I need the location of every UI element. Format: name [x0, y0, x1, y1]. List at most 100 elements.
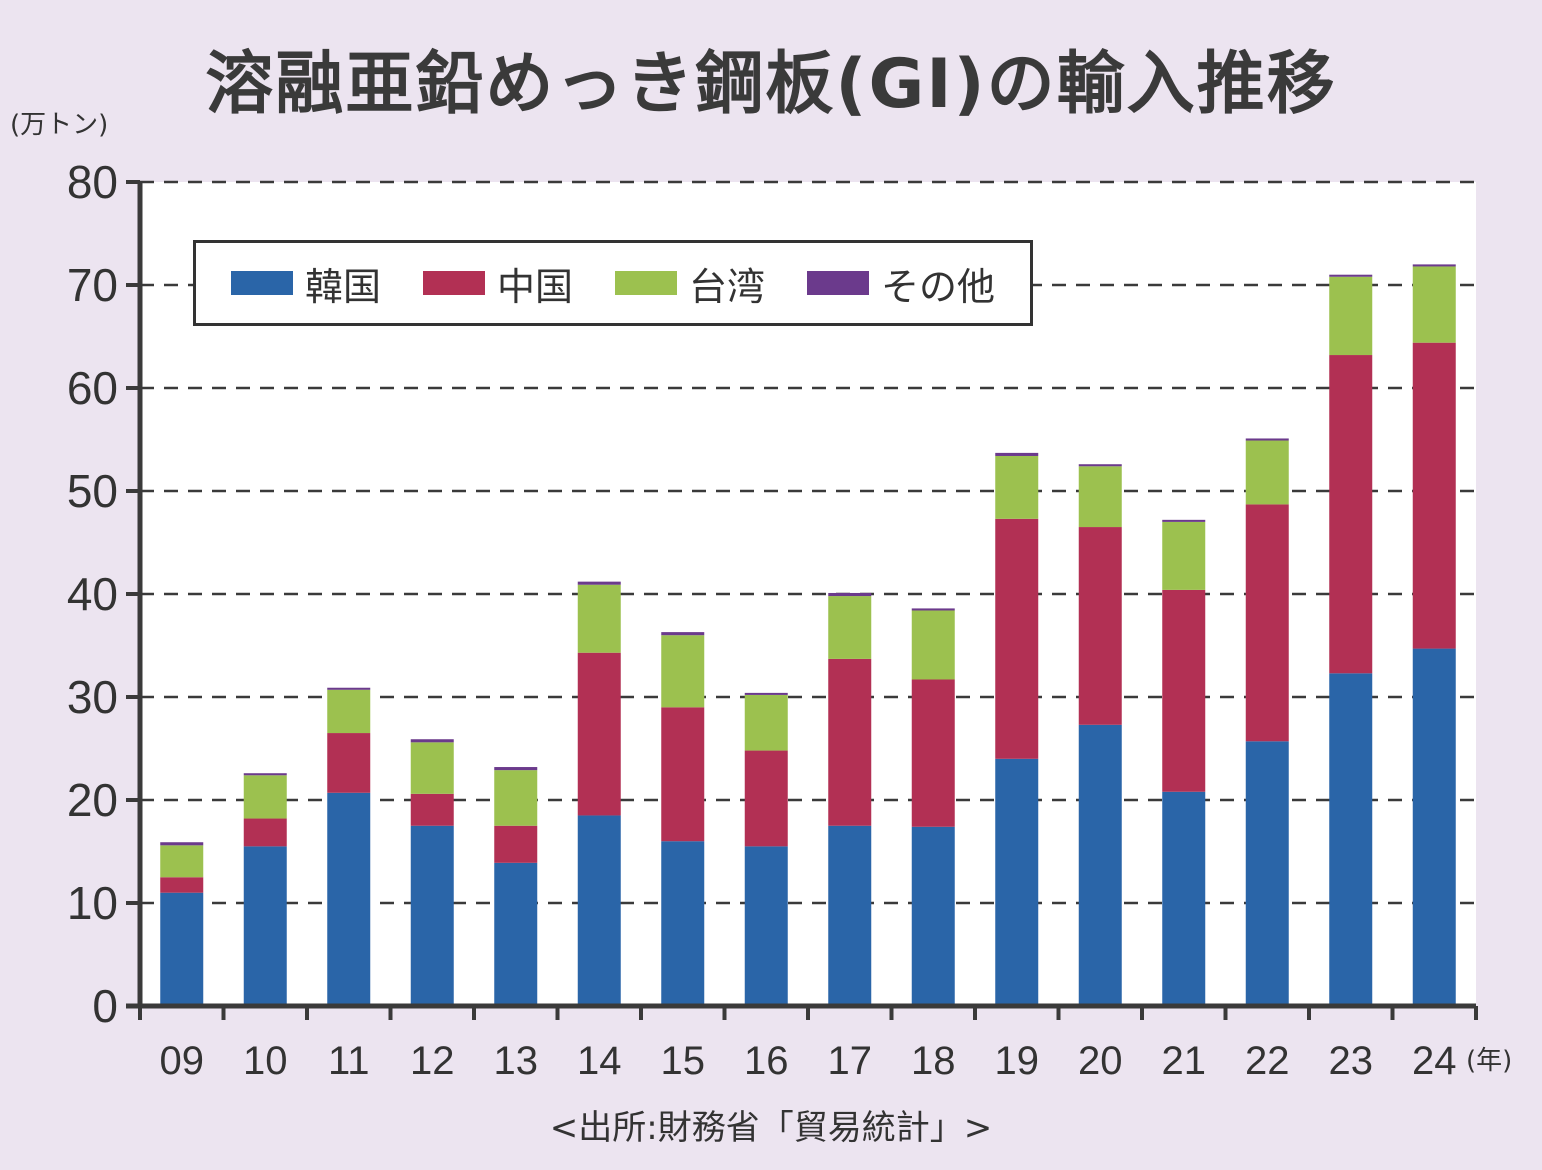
bar-segment-18-3: [911, 608, 955, 611]
bars: [160, 264, 1456, 1006]
legend-swatch: [806, 271, 869, 295]
bar-segment-17-1: [828, 658, 872, 826]
legend-item: 韓国: [230, 256, 381, 311]
bar-segment-20-3: [1078, 464, 1122, 467]
bar-segment-17-3: [828, 592, 872, 597]
x-tick-label: 09: [160, 1039, 205, 1083]
bar-segment-24-3: [1412, 264, 1456, 267]
bar-segment-15-1: [661, 707, 705, 842]
y-tick-labels: 0 10 20 30 40 50 60 70 80: [67, 156, 118, 1032]
bar-segment-16-0: [744, 846, 788, 1006]
bar-segment-11-0: [327, 792, 371, 1006]
bar-segment-23-0: [1329, 673, 1373, 1006]
bar-segment-15-3: [661, 632, 705, 636]
bar-segment-22-2: [1245, 440, 1289, 505]
bar-segment-23-3: [1329, 274, 1373, 277]
legend: 韓国 中国 台湾 その他: [193, 240, 1033, 326]
x-tick-label: 10: [243, 1039, 288, 1083]
bar-segment-13-0: [494, 862, 538, 1006]
bar-segment-21-0: [1162, 791, 1206, 1006]
bar-segment-20-0: [1078, 724, 1122, 1006]
bar-segment-11-1: [327, 733, 371, 793]
bar-segment-09-2: [160, 845, 204, 878]
y-tick-label: 0: [92, 980, 118, 1032]
bar-segment-12-1: [410, 793, 454, 826]
bar-segment-24-2: [1412, 266, 1456, 343]
bar-segment-18-0: [911, 826, 955, 1006]
bar-segment-20-2: [1078, 466, 1122, 528]
x-tick-label: 22: [1245, 1039, 1290, 1083]
bar-segment-17-0: [828, 825, 872, 1006]
bar-segment-20-1: [1078, 527, 1122, 725]
legend-item: 台湾: [614, 256, 765, 311]
source-note: <出所:財務省「貿易統計」>: [549, 1108, 993, 1148]
bar-segment-12-3: [410, 739, 454, 743]
bar-segment-10-3: [243, 773, 287, 776]
bar-segment-19-1: [995, 518, 1039, 759]
bar-segment-19-3: [995, 452, 1039, 456]
x-tick-label: 11: [328, 1039, 370, 1083]
axes: [126, 180, 1478, 1020]
bar-segment-23-2: [1329, 276, 1373, 356]
y-tick-label: 40: [67, 568, 118, 620]
bar-segment-10-2: [243, 775, 287, 819]
bar-segment-09-1: [160, 877, 204, 893]
bar-segment-15-2: [661, 635, 705, 708]
bar-segment-14-1: [577, 652, 621, 816]
bar-segment-18-2: [911, 610, 955, 680]
bar-segment-18-1: [911, 679, 955, 827]
x-tick-label: 15: [661, 1039, 706, 1083]
bar-segment-14-3: [577, 581, 621, 585]
bar-segment-09-3: [160, 842, 204, 846]
bar-segment-16-2: [744, 694, 788, 751]
x-tick-label: 17: [828, 1039, 873, 1083]
bar-segment-19-2: [995, 455, 1039, 519]
bar-segment-13-1: [494, 825, 538, 863]
legend-swatch: [422, 271, 485, 295]
legend-swatch: [614, 271, 677, 295]
bar-segment-22-0: [1245, 741, 1289, 1006]
bar-segment-24-1: [1412, 342, 1456, 649]
bar-segment-15-0: [661, 841, 705, 1006]
x-tick-label: 16: [744, 1039, 789, 1083]
x-tick-label: 18: [911, 1039, 956, 1083]
legend-item: 中国: [422, 256, 573, 311]
chart-title: 溶融亜鉛めっき鋼板(GI)の輸入推移: [205, 45, 1337, 124]
x-tick-label: 13: [494, 1039, 539, 1083]
bar-segment-23-1: [1329, 355, 1373, 674]
bar-segment-17-2: [828, 596, 872, 659]
y-tick-label: 80: [67, 156, 118, 208]
bar-segment-10-0: [243, 846, 287, 1006]
bar-segment-16-1: [744, 750, 788, 847]
y-tick-label: 70: [67, 259, 118, 311]
legend-label: 中国: [496, 264, 573, 309]
bar-segment-11-2: [327, 689, 371, 734]
bar-segment-14-2: [577, 584, 621, 653]
bar-segment-14-0: [577, 815, 621, 1006]
x-tick-label: 24: [1412, 1039, 1457, 1083]
bar-segment-13-2: [494, 770, 538, 826]
bar-segment-10-1: [243, 818, 287, 847]
bar-segment-21-1: [1162, 589, 1206, 792]
y-tick-label: 30: [67, 671, 118, 723]
x-tick-label: 21: [1162, 1039, 1207, 1083]
legend-label: 台湾: [688, 264, 765, 309]
y-tick-label: 60: [67, 362, 118, 414]
y-tick-label: 50: [67, 465, 118, 517]
y-axis-unit-label: (万トン): [10, 110, 109, 140]
legend-item: その他: [806, 256, 995, 311]
x-tick-label: 23: [1329, 1039, 1374, 1083]
x-axis-unit-label: (年): [1466, 1046, 1513, 1076]
legend-label: 韓国: [304, 264, 381, 309]
bar-segment-16-3: [744, 692, 788, 695]
x-tick-labels: 09 10 11 12 13 14 15 16 17 18 19 20 21 22 23 24: [160, 1039, 1457, 1083]
bar-segment-13-3: [494, 767, 538, 771]
bar-segment-19-0: [995, 758, 1039, 1006]
x-tick-label: 20: [1078, 1039, 1123, 1083]
bar-segment-21-3: [1162, 519, 1206, 522]
bar-segment-22-3: [1245, 438, 1289, 441]
y-tick-label: 20: [67, 774, 118, 826]
bar-segment-09-0: [160, 892, 204, 1006]
bar-segment-21-2: [1162, 521, 1206, 590]
